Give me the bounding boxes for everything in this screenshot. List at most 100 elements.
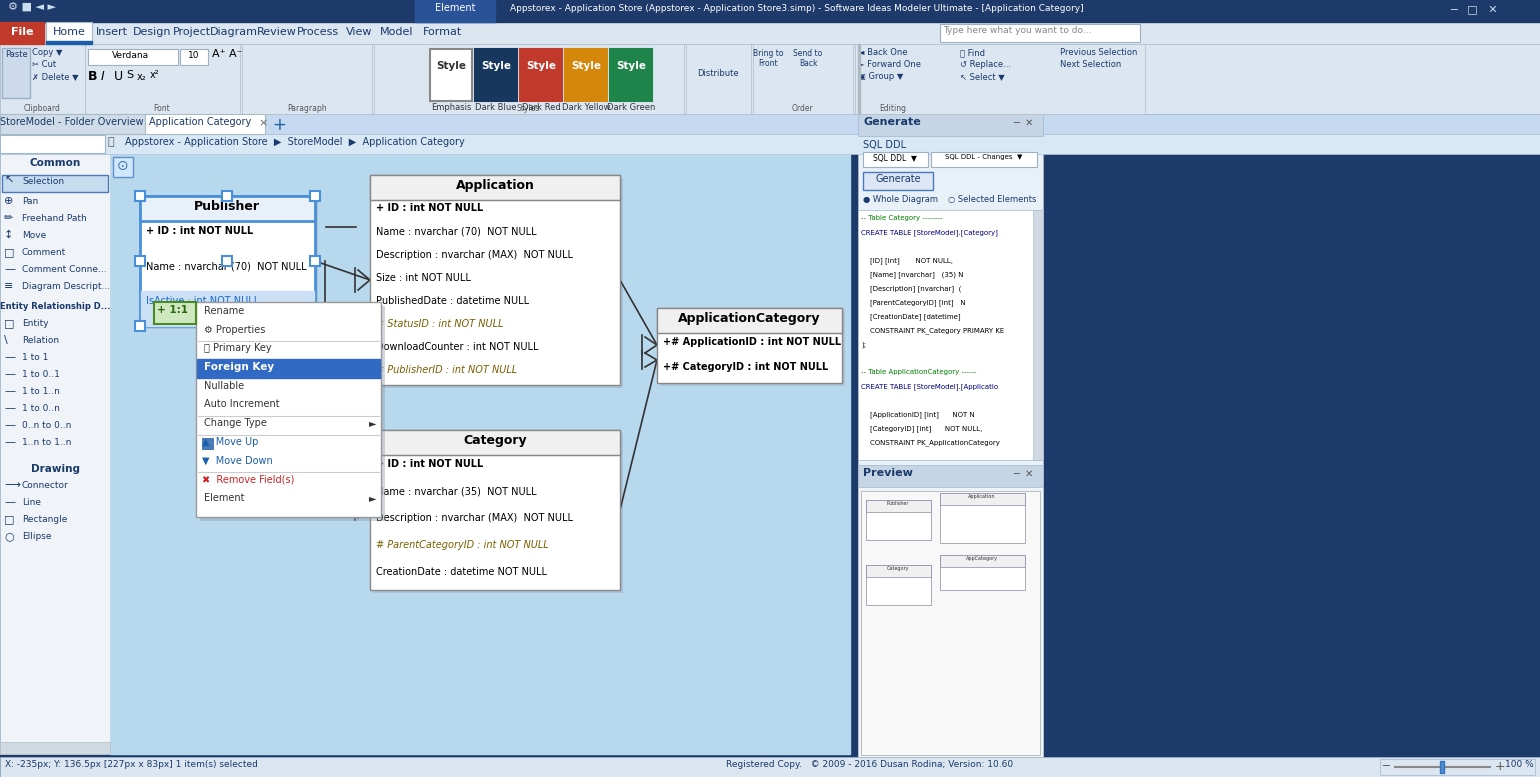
Text: Home: Home — [52, 27, 85, 37]
Text: Publisher: Publisher — [194, 200, 260, 213]
Text: 1 to 1: 1 to 1 — [22, 353, 48, 362]
Text: Style: Style — [571, 61, 601, 71]
Text: +# CategoryID : int NOT NULL: +# CategoryID : int NOT NULL — [664, 362, 829, 371]
Text: \: \ — [5, 335, 8, 345]
Text: Font: Font — [154, 104, 171, 113]
Text: ✏: ✏ — [5, 213, 14, 223]
Bar — [2, 175, 108, 192]
Text: Clipboard: Clipboard — [23, 104, 60, 113]
Text: Comment Conne...: Comment Conne... — [22, 265, 106, 274]
Text: Dark Green: Dark Green — [607, 103, 654, 112]
Text: ↺ Replace...: ↺ Replace... — [959, 60, 1010, 69]
Text: 1..n to 1..n: 1..n to 1..n — [22, 438, 71, 447]
Text: ✖  Remove Field(s): ✖ Remove Field(s) — [202, 474, 294, 484]
Text: Entity: Entity — [22, 319, 49, 328]
Bar — [202, 438, 214, 450]
Bar — [112, 157, 132, 177]
Text: 🔍: 🔍 — [108, 137, 114, 147]
Text: [ParentCategoryID] [int]   N: [ParentCategoryID] [int] N — [861, 299, 966, 306]
Text: ⟶: ⟶ — [5, 480, 20, 490]
Bar — [1380, 759, 1535, 775]
Bar — [222, 191, 233, 201]
Text: Style: Style — [480, 61, 511, 71]
Text: # PublisherID : int NOT NULL: # PublisherID : int NOT NULL — [376, 365, 517, 375]
Text: 100 %: 100 % — [1505, 760, 1534, 769]
Text: □: □ — [5, 318, 14, 328]
Bar — [109, 154, 850, 754]
Text: CONSTRAINT PK_Category PRIMARY KE: CONSTRAINT PK_Category PRIMARY KE — [861, 327, 1004, 334]
Text: 🔑 Primary Key: 🔑 Primary Key — [203, 343, 271, 354]
Bar — [865, 500, 932, 540]
Bar — [865, 565, 932, 577]
Bar — [414, 0, 494, 22]
Text: Entity Relationship D...: Entity Relationship D... — [0, 302, 111, 311]
Bar — [88, 49, 179, 65]
Text: Name : nvarchar (70)  NOT NULL: Name : nvarchar (70) NOT NULL — [376, 227, 536, 236]
Text: Rectangle: Rectangle — [22, 515, 68, 524]
Bar — [200, 306, 385, 521]
Bar — [140, 196, 316, 326]
Bar — [222, 256, 233, 266]
Bar — [474, 49, 517, 101]
Text: ↖: ↖ — [5, 176, 14, 186]
Text: Name : nvarchar (70)  NOT NULL: Name : nvarchar (70) NOT NULL — [146, 261, 306, 271]
Text: Auto Increment: Auto Increment — [203, 399, 280, 409]
Text: Line: Line — [22, 498, 42, 507]
Text: Element: Element — [203, 493, 245, 503]
Text: ⊙: ⊙ — [117, 159, 129, 173]
Text: —: — — [5, 437, 15, 447]
Bar — [939, 493, 1026, 543]
Bar — [661, 311, 845, 386]
Bar — [0, 22, 45, 44]
Text: IsActive : int NOT NULL: IsActive : int NOT NULL — [146, 296, 259, 306]
Text: Dark Red: Dark Red — [522, 103, 561, 112]
Text: ►: ► — [370, 418, 376, 428]
Bar — [932, 152, 1036, 167]
Bar — [0, 114, 145, 134]
Bar — [858, 114, 1043, 757]
Text: DownloadCounter : int NOT NULL: DownloadCounter : int NOT NULL — [376, 342, 539, 352]
Bar — [658, 308, 842, 383]
Text: Category: Category — [464, 434, 527, 447]
Text: + ID : int NOT NULL: + ID : int NOT NULL — [376, 204, 484, 214]
Text: -- Table Category --------: -- Table Category -------- — [861, 215, 942, 221]
Text: —: — — [5, 403, 15, 413]
Text: Style: Style — [616, 61, 645, 71]
Text: [CategoryID] [int]      NOT NULL,: [CategoryID] [int] NOT NULL, — [861, 425, 983, 432]
Text: Comment: Comment — [22, 248, 66, 257]
Bar — [180, 49, 208, 65]
Text: ↕: ↕ — [5, 230, 14, 240]
Text: ⚙ Properties: ⚙ Properties — [203, 325, 265, 335]
Bar — [46, 41, 92, 44]
Text: Description : nvarchar (MAX)  NOT NULL: Description : nvarchar (MAX) NOT NULL — [376, 513, 573, 523]
Text: Element: Element — [434, 3, 476, 13]
Text: —: — — [5, 497, 15, 507]
Bar — [858, 487, 1043, 757]
Bar — [753, 44, 853, 114]
Text: Order: Order — [792, 104, 813, 113]
Text: ○ Selected Elements: ○ Selected Elements — [949, 195, 1036, 204]
Text: —: — — [5, 352, 15, 362]
Bar — [0, 44, 1540, 114]
Text: 10: 10 — [188, 51, 200, 60]
Bar — [197, 359, 380, 378]
Text: ⊕: ⊕ — [5, 196, 14, 206]
Text: CONSTRAINT PK_ApplicationCategory: CONSTRAINT PK_ApplicationCategory — [861, 439, 999, 446]
Bar — [939, 493, 1026, 505]
Text: □: □ — [5, 514, 14, 524]
Bar — [858, 210, 1043, 460]
Bar — [370, 430, 621, 455]
Text: Drawing: Drawing — [31, 464, 80, 474]
Text: Selection: Selection — [22, 177, 65, 186]
Text: Copy ▼: Copy ▼ — [32, 48, 63, 57]
Bar — [430, 49, 471, 101]
Text: Previous Selection: Previous Selection — [1060, 48, 1138, 57]
Bar — [0, 757, 1540, 777]
Text: +# ApplicationID : int NOT NULL: +# ApplicationID : int NOT NULL — [664, 336, 841, 347]
Text: ─  ✕: ─ ✕ — [1013, 118, 1033, 128]
Text: Publisher: Publisher — [887, 501, 909, 506]
Text: +: + — [1495, 760, 1506, 773]
Bar — [862, 172, 933, 190]
Text: Paste: Paste — [5, 50, 28, 59]
Text: ✂ Cut: ✂ Cut — [32, 60, 55, 69]
